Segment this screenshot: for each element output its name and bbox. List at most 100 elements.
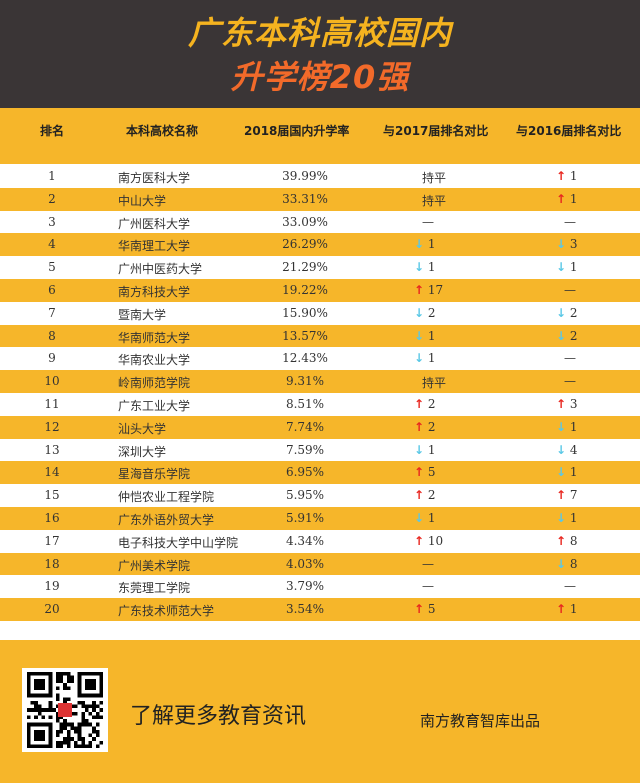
rate: 7.74%	[285, 419, 325, 434]
vs2016: —	[564, 374, 634, 388]
table-row: 11 广东工业大学 8.51% ↑ 2 ↑ 3	[0, 393, 640, 416]
table-row: 7 暨南大学 15.90% ↓ 2 ↓ 2	[0, 302, 640, 325]
vs2016-value: —	[564, 579, 576, 594]
vs2017: —	[422, 557, 492, 571]
rate: 4.34%	[285, 533, 325, 548]
school-name: 汕头大学	[118, 421, 167, 436]
arrow-down-icon: ↓	[414, 305, 425, 320]
vs2017-value: 持平	[422, 171, 447, 185]
rank: 18	[44, 556, 60, 571]
table-row: 16 广东外语外贸大学 5.91% ↓ 1 ↓ 1	[0, 506, 640, 530]
table-header: 排名 本科高校名称 2018届国内升学率 与2017届排名对比 与2016届排名…	[0, 108, 640, 164]
header-rank: 排名	[40, 124, 65, 138]
vs2016-value: 1	[569, 419, 578, 434]
vs2017-value: 2	[427, 305, 436, 320]
footer: 了解更多教育资讯 南方教育智库出品	[0, 640, 640, 783]
rate: 4.03%	[285, 556, 325, 571]
vs2017-value: 持平	[422, 193, 447, 208]
rank: 16	[44, 510, 60, 525]
vs2016: ↓ 1	[556, 420, 626, 434]
table-row: 8 华南师范大学 13.57% ↓ 1 ↓ 2	[0, 324, 640, 348]
vs2016-value: 1	[569, 602, 578, 617]
vs2017: ↓ 1	[414, 511, 484, 525]
vs2016-value: 1	[569, 169, 578, 183]
vs2017-value: —	[422, 579, 434, 594]
school-name: 深圳大学	[118, 444, 167, 459]
vs2017-value: —	[422, 556, 434, 571]
vs2017-value: 10	[427, 533, 444, 548]
title-line-2: 升学榜20强	[230, 58, 410, 96]
arrow-up-icon: ↑	[556, 488, 567, 503]
table-row: 12 汕头大学 7.74% ↑ 2 ↓ 1	[0, 415, 640, 439]
school-name: 广东工业大学	[118, 398, 191, 413]
arrow-up-icon: ↑	[414, 488, 425, 503]
school-name: 华南农业大学	[118, 353, 191, 368]
vs2017: —	[422, 579, 492, 593]
vs2017-value: 5	[427, 602, 436, 617]
arrow-down-icon: ↓	[556, 237, 567, 252]
rate: 15.90%	[282, 305, 328, 320]
vs2016: —	[564, 283, 634, 297]
rate: 5.95%	[285, 488, 325, 503]
vs2016-value: 1	[569, 510, 578, 525]
vs2016-value: —	[564, 282, 576, 297]
rate: 26.29%	[282, 237, 328, 252]
school-name: 仲恺农业工程学院	[118, 490, 215, 505]
school-name: 电子科技大学中山学院	[118, 535, 239, 550]
vs2017: ↓ 1	[414, 260, 484, 274]
rank: 11	[44, 396, 60, 411]
vs2017: 持平	[422, 169, 492, 186]
rate: 6.95%	[285, 465, 325, 480]
vs2017-value: 1	[427, 510, 436, 525]
rate: 8.51%	[285, 396, 325, 411]
table-row: 4 华南理工大学 26.29% ↓ 1 ↓ 3	[0, 233, 640, 257]
vs2016: ↑ 3	[556, 397, 626, 411]
vs2016-value: —	[564, 374, 576, 389]
rank: 5	[48, 260, 56, 275]
arrow-down-icon: ↓	[556, 328, 567, 343]
rank: 20	[44, 602, 60, 617]
vs2016: —	[564, 579, 634, 593]
rank: 14	[44, 465, 60, 480]
rate: 3.54%	[285, 602, 325, 617]
footer-credit: 南方教育智库出品	[420, 712, 541, 730]
vs2017: ↑ 5	[414, 602, 484, 616]
vs2017-value: 1	[427, 237, 436, 252]
table-row: 9 华南农业大学 12.43% ↓ 1 —	[0, 347, 640, 370]
arrow-up-icon: ↑	[414, 602, 425, 617]
vs2017: ↓ 1	[414, 329, 484, 343]
vs2016: ↓ 8	[556, 557, 626, 571]
rank: 15	[44, 488, 60, 503]
rank: 7	[48, 305, 56, 320]
school-name: 东莞理工学院	[118, 581, 191, 596]
rate: 33.31%	[282, 191, 328, 206]
arrow-down-icon: ↓	[556, 442, 567, 457]
arrow-down-icon: ↓	[414, 328, 425, 343]
rate: 21.29%	[282, 260, 328, 275]
arrow-up-icon: ↑	[556, 602, 567, 617]
vs2016: ↑ 7	[556, 488, 626, 502]
rate: 19.22%	[282, 282, 328, 297]
table-row: 19 东莞理工学院 3.79% — —	[0, 575, 640, 598]
vs2016-value: —	[564, 214, 576, 229]
rank: 10	[44, 374, 60, 389]
school-name: 暨南大学	[118, 307, 167, 322]
vs2016: ↑ 1	[556, 169, 626, 183]
table-row: 3 广州医科大学 33.09% — —	[0, 211, 640, 234]
table-row: 20 广东技术师范大学 3.54% ↑ 5 ↑ 1	[0, 598, 640, 621]
school-name: 广州医科大学	[118, 216, 191, 231]
vs2017-value: 1	[427, 442, 436, 457]
vs2017-value: 2	[427, 396, 436, 411]
vs2016: ↓ 2	[556, 306, 626, 320]
vs2016-value: 2	[569, 305, 578, 320]
header-name: 本科高校名称	[126, 124, 199, 138]
rate: 9.31%	[285, 374, 325, 389]
vs2017: ↓ 1	[414, 237, 484, 251]
vs2017: ↑ 2	[414, 420, 484, 434]
vs2017: —	[422, 215, 492, 229]
vs2017-value: 1	[427, 328, 436, 343]
arrow-down-icon: ↓	[414, 510, 425, 525]
vs2017: ↓ 1	[414, 351, 484, 365]
arrow-down-icon: ↓	[556, 260, 567, 275]
arrow-up-icon: ↑	[414, 396, 425, 411]
